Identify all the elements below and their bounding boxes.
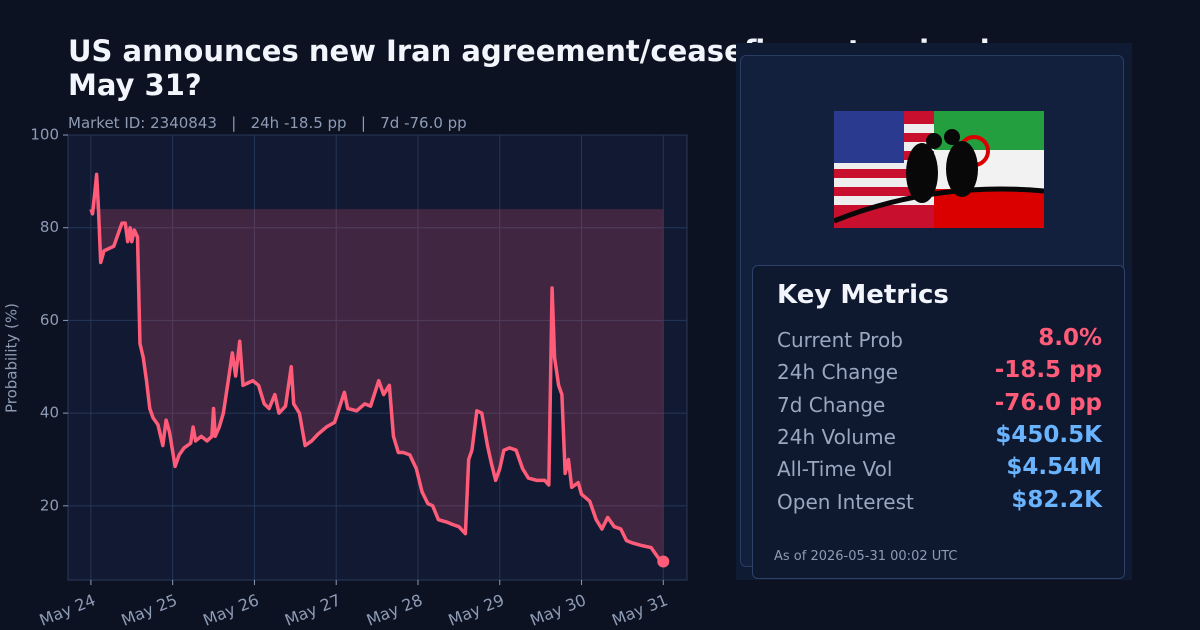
x-tick-label: May 28 — [364, 590, 425, 630]
metric-value: $4.54M — [1006, 454, 1102, 481]
y-tick-label: 80 — [40, 218, 59, 236]
x-tick-label: May 24 — [37, 590, 98, 630]
metrics-heading: Key Metrics — [777, 280, 949, 310]
timestamp: As of 2026-05-31 00:02 UTC — [774, 549, 958, 564]
metric-label: Open Interest — [777, 489, 914, 514]
x-tick-label: May 26 — [200, 590, 261, 630]
metric-value: -76.0 pp — [994, 389, 1102, 416]
metric-value: $82.2K — [1011, 486, 1102, 513]
x-tick-label: May 30 — [527, 590, 588, 630]
x-tick-label: May 27 — [282, 590, 343, 630]
metric-value: $450.5K — [995, 421, 1102, 448]
flag-image — [834, 111, 1044, 228]
area — [90, 174, 664, 562]
y-tick-label: 20 — [40, 496, 59, 514]
y-tick-label: 40 — [40, 404, 59, 422]
metric-label: 24h Change — [777, 360, 899, 385]
side-panel: Key Metrics As of 2026-05-31 00:02 UTC C… — [736, 43, 1132, 580]
metric-label: Current Prob — [777, 328, 903, 352]
card: Key Metrics As of 2026-05-31 00:02 UTC C… — [740, 55, 1125, 579]
metric-value: 8.0% — [1038, 325, 1102, 351]
subtitle: Market ID: 2340843 | 24h -18.5 pp | 7d -… — [68, 114, 467, 132]
last-point — [657, 555, 670, 568]
x-tick-label: May 29 — [446, 590, 507, 630]
metric-label: 24h Volume — [777, 424, 896, 449]
x-tick-label: May 31 — [609, 590, 670, 630]
y-tick-label: 100 — [30, 126, 59, 144]
y-axis-label: Probability (%) — [3, 303, 21, 413]
line — [89, 172, 665, 563]
metric-label: All-Time Vol — [777, 457, 893, 482]
metric-label: 7d Change — [777, 392, 886, 417]
x-tick-label: May 25 — [118, 590, 179, 630]
y-tick-label: 60 — [40, 311, 59, 329]
metrics-card: Key Metrics As of 2026-05-31 00:02 UTC C… — [752, 265, 1125, 579]
metric-value: -18.5 pp — [994, 357, 1102, 384]
chart: Probability (%) 20 40 60 80 100 May 24 May 25 M… — [3, 126, 688, 630]
